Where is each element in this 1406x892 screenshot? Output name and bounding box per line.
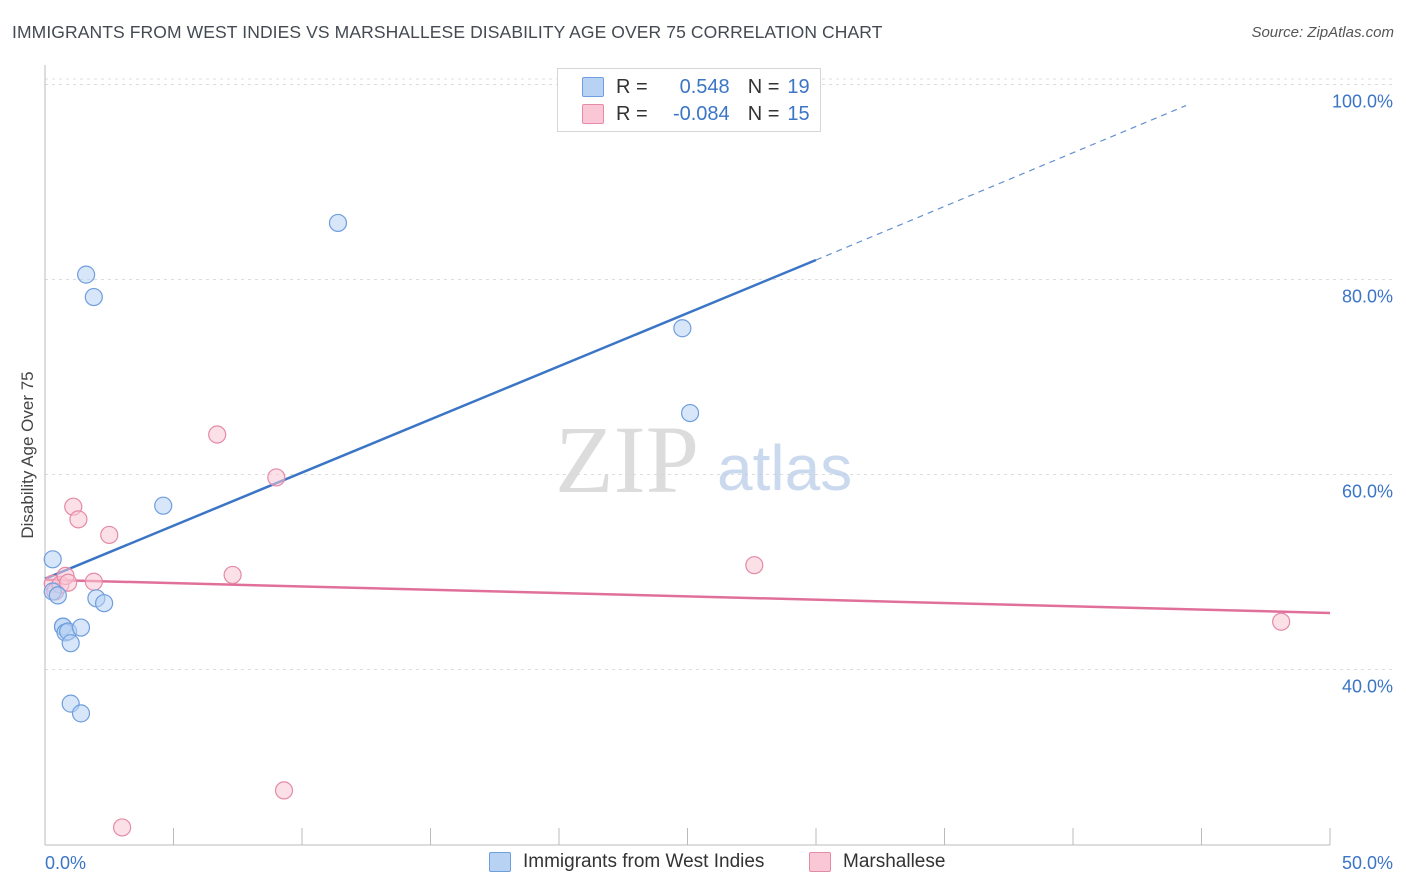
legend-n-label: N = — [747, 75, 780, 98]
point-west-indies — [48, 586, 67, 605]
watermark: ZIP atlas — [555, 406, 852, 513]
bottom-legend-marshallese: Marshallese — [809, 851, 945, 873]
y-axis-title: Disability Age Over 75 — [18, 371, 37, 538]
chart-source: Source: ZipAtlas.com — [1251, 24, 1394, 41]
bottom-legend-label: Immigrants from West Indies — [523, 851, 765, 872]
y-tick-label: 60.0% — [1342, 482, 1393, 502]
legend-r-value: -0.084 — [672, 102, 730, 125]
legend-row-marshallese: R = -0.084 N = 15 — [558, 100, 810, 128]
point-west-indies — [71, 618, 91, 637]
bottom-legend-west-indies: Immigrants from West Indies — [489, 851, 764, 873]
point-marshallese — [267, 468, 286, 487]
legend-n-value: 15 — [787, 102, 810, 125]
trend-line-extension — [815, 105, 1187, 261]
point-marshallese — [208, 425, 227, 444]
point-marshallese — [69, 510, 88, 529]
point-west-indies — [328, 213, 348, 233]
legend-r-value: 0.548 — [679, 75, 730, 98]
chart-title: IMMIGRANTS FROM WEST INDIES VS MARSHALLE… — [12, 22, 883, 42]
legend-r-label: R = — [616, 102, 648, 125]
y-tick-label: 40.0% — [1342, 677, 1393, 697]
bottom-legend-swatch-blue — [489, 852, 511, 872]
point-west-indies — [673, 319, 692, 338]
trend-line-west-indies — [44, 258, 817, 580]
point-west-indies — [77, 265, 96, 284]
bottom-legend-swatch-pink — [809, 852, 831, 872]
point-west-indies — [680, 403, 700, 423]
watermark-zip: ZIP — [555, 406, 699, 513]
point-marshallese — [100, 525, 119, 545]
bottom-legend-label: Marshallese — [843, 851, 946, 872]
legend-row-west-indies: R = 0.548 N = 19 — [558, 73, 810, 101]
point-marshallese — [1272, 612, 1291, 631]
point-marshallese — [223, 565, 242, 585]
point-west-indies — [154, 496, 173, 515]
point-west-indies — [61, 634, 80, 653]
y-tick-label: 100.0% — [1332, 92, 1393, 112]
point-west-indies — [71, 704, 91, 723]
point-marshallese — [274, 781, 294, 800]
y-tick-label: 80.0% — [1342, 287, 1393, 307]
trend-lines — [44, 105, 1331, 615]
gridlines — [45, 78, 1393, 670]
legend-swatch-pink — [582, 104, 604, 124]
point-marshallese — [59, 573, 78, 592]
legend-n-label: N = — [747, 102, 780, 125]
point-marshallese — [84, 572, 103, 591]
trend-line-marshallese — [44, 578, 1331, 615]
x-tick-label: 50.0% — [1342, 853, 1393, 873]
point-west-indies — [84, 287, 103, 307]
legend-swatch-blue — [582, 77, 604, 97]
legend-r-label: R = — [616, 75, 648, 98]
point-marshallese — [745, 556, 764, 575]
point-west-indies — [95, 594, 114, 613]
watermark-atlas: atlas — [717, 432, 852, 504]
correlation-legend: R = 0.548 N = 19 R = -0.084 N = 15 — [557, 68, 821, 132]
x-tick-label: 0.0% — [45, 853, 86, 873]
point-marshallese — [112, 818, 132, 837]
axis-labels: Disability Age Over 75 40.0% 60.0% 80.0% 10… — [18, 92, 1393, 874]
axes — [44, 65, 1331, 846]
data-points — [43, 213, 1291, 837]
point-west-indies — [43, 550, 62, 569]
legend-n-value: 19 — [787, 75, 810, 98]
